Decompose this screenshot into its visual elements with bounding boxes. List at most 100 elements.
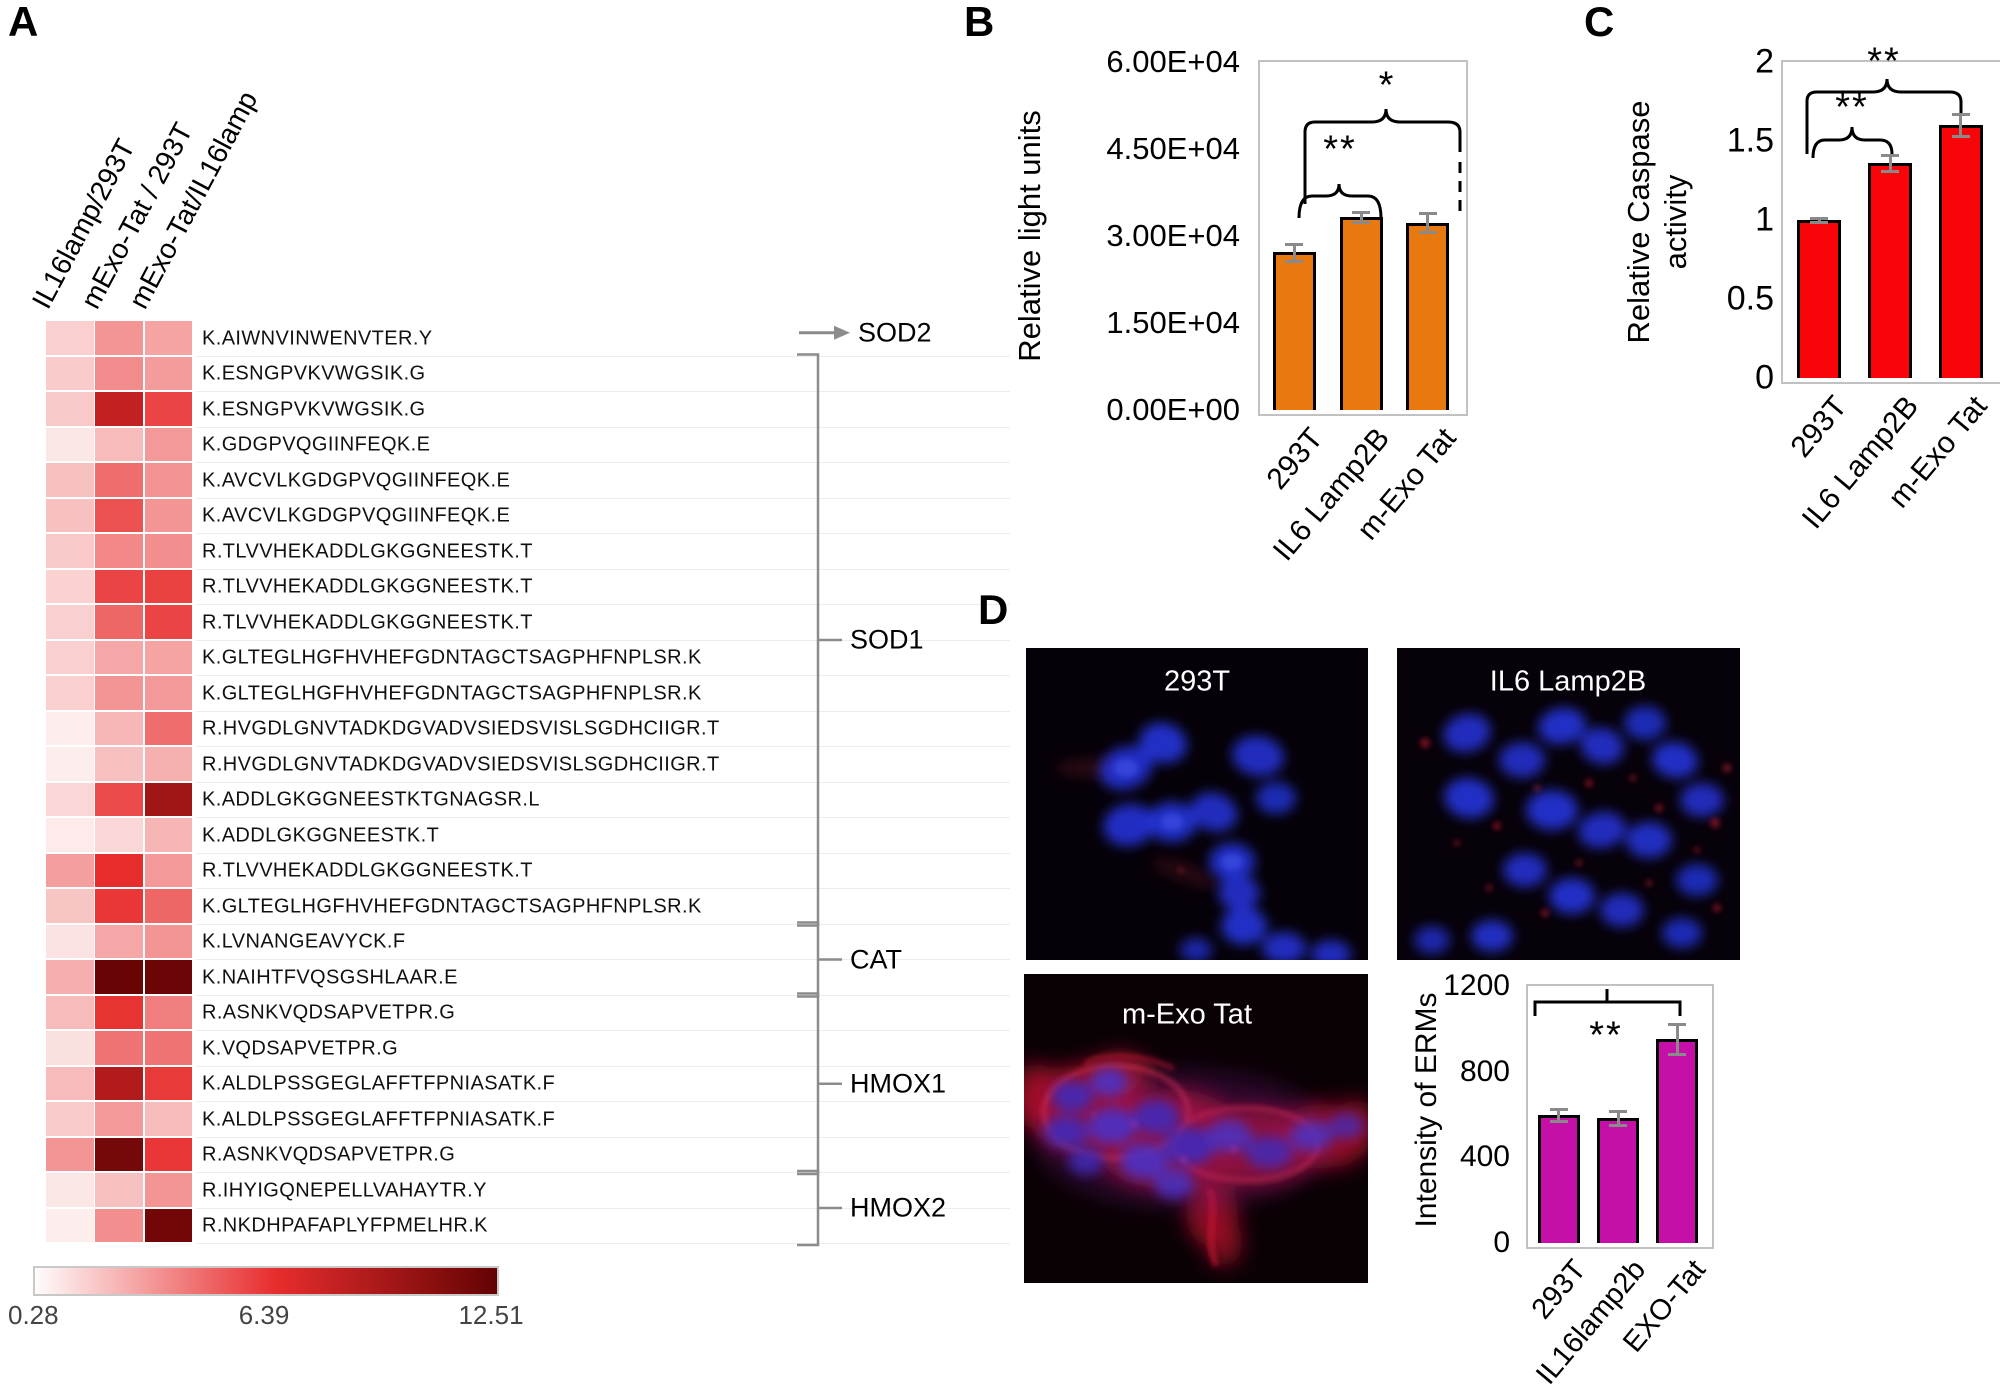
peptide-label: R.HVGDLGNVTADKDGVADVSIEDSVISLSGDHCIIGR.T (202, 753, 720, 776)
y-tick-label: 0 (1493, 1226, 1510, 1259)
row-separator (196, 746, 1010, 747)
heatmap-cell (46, 960, 94, 994)
heatmap-cell (95, 534, 143, 568)
error-bar-cap (1549, 1119, 1568, 1123)
heatmap-cell (46, 640, 94, 675)
row-separator (196, 533, 1010, 534)
heatmap-cell (95, 889, 143, 923)
error-bar-cap (1668, 1052, 1687, 1056)
heatmap-cell (144, 1137, 193, 1172)
error-bar-cap (1285, 242, 1304, 246)
peptide-label: R.HVGDLGNVTADKDGVADVSIEDSVISLSGDHCIIGR.T (202, 717, 720, 740)
microscopy-image-293t (1026, 648, 1368, 960)
y-tick-label: 2 (1755, 42, 1774, 81)
peptide-label: K.AIWNVINWENVTER.Y (202, 327, 433, 350)
significance-star: * (1378, 64, 1396, 107)
bar (1938, 125, 1983, 378)
error-bar (1557, 1108, 1561, 1121)
row-separator (196, 1030, 1010, 1031)
heatmap-cell (95, 853, 143, 888)
row-separator (196, 888, 1010, 889)
bar (1656, 1038, 1699, 1243)
error-bar-cap (1951, 135, 1970, 139)
heatmap-cell (95, 960, 143, 994)
row-separator (196, 1207, 1010, 1209)
error-bar-cap (1881, 170, 1899, 173)
heatmap-cell (46, 1137, 94, 1172)
peptide-label: R.IHYIGQNEPELLVAHAYTR.Y (202, 1179, 487, 1202)
error-bar (1888, 155, 1892, 171)
colorbar-max-label: 12.51 (458, 1300, 524, 1330)
peptide-label: R.TLVVHEKADDLGKGGNEESTK.T (202, 575, 533, 598)
heatmap-cell (46, 1102, 94, 1136)
error-bar-cap (1418, 212, 1437, 216)
heatmap-cell (46, 463, 94, 497)
heatmap-cell (144, 427, 193, 462)
y-tick-label: 4.50E+04 (1106, 131, 1240, 166)
heatmap-cell (95, 995, 143, 1030)
row-separator (196, 675, 1010, 676)
colorbar-min-label: 0.28 (8, 1300, 59, 1330)
y-tick-label: 3.00E+04 (1106, 218, 1240, 253)
panel-d-label: D (978, 586, 1009, 633)
heatmap-cell (144, 711, 193, 746)
heatmap-cell (95, 924, 143, 959)
heatmap-cell (144, 356, 193, 391)
heatmap-cell (144, 463, 193, 497)
row-separator (196, 1065, 1010, 1067)
y-tick-label: 1 (1755, 200, 1774, 239)
peptide-label: K.GLTEGLHGFHVHEFGDNTAGCTSAGPHFNPLSR.K (202, 895, 702, 918)
peptide-label: K.ESNGPVKVWGSIK.G (202, 398, 426, 421)
colorbar-mid-label: 6.39 (238, 1300, 290, 1330)
heatmap-cell (144, 569, 193, 604)
peptide-label: K.ALDLPSSGEGLAFFTFPNIASATK.F (202, 1072, 556, 1095)
heatmap-cell (144, 498, 193, 533)
row-separator (196, 639, 1010, 641)
row-separator (196, 781, 1010, 783)
image-label-293t: 293T (1163, 665, 1231, 698)
panel-c-label: C (1584, 0, 1615, 45)
heatmap-cell (144, 1102, 193, 1136)
error-bar (1675, 1023, 1679, 1054)
error-bar-cap (1609, 1109, 1627, 1113)
error-bar-cap (1352, 221, 1370, 225)
panel-b-y-axis-title: Relative light units (1012, 110, 1047, 362)
peptide-label: K.VQDSAPVETPR.G (202, 1037, 399, 1060)
error-bar-cap (1881, 154, 1899, 158)
heatmap-cell (46, 498, 94, 533)
heatmap-cell (46, 356, 94, 391)
heatmap-cell (144, 747, 193, 781)
error-bar (1426, 213, 1430, 232)
row-separator (196, 817, 1010, 818)
bar (1406, 222, 1450, 410)
heatmap-cell (144, 995, 193, 1030)
row-separator (196, 355, 1010, 357)
heatmap-cell (46, 747, 94, 781)
heatmap-cell (95, 498, 143, 533)
heatmap-cell (144, 534, 193, 568)
row-separator (196, 426, 1010, 428)
panel-d-y-axis-title: Intensity of ERMs (1410, 992, 1443, 1228)
image-label-il6-lamp2b: IL6 Lamp2B (1489, 665, 1647, 698)
heatmap-cell (46, 889, 94, 923)
significance-star: ** (1323, 128, 1357, 171)
error-bar-cap (1609, 1123, 1627, 1127)
heatmap-cell (144, 853, 193, 888)
microscopy-image-il6-lamp2b (1397, 648, 1740, 960)
peptide-label: K.GDGPVQGIINFEQK.E (202, 433, 431, 456)
row-separator (196, 923, 1010, 925)
heatmap-cell (46, 569, 94, 604)
peptide-label: K.NAIHTFVQSGSHLAAR.E (202, 966, 458, 989)
error-bar-cap (1951, 113, 1970, 117)
heatmap-cell (46, 534, 94, 568)
significance-star: ** (1867, 40, 1901, 83)
heatmap-cell (95, 605, 143, 639)
heatmap-cell (46, 1208, 94, 1243)
y-tick-label: 0 (1755, 358, 1774, 397)
heatmap-cell (95, 356, 143, 391)
heatmap-cell (95, 676, 143, 710)
heatmap-cell (46, 1031, 94, 1065)
error-bar-cap (1549, 1107, 1568, 1111)
heatmap-cell (95, 321, 143, 355)
